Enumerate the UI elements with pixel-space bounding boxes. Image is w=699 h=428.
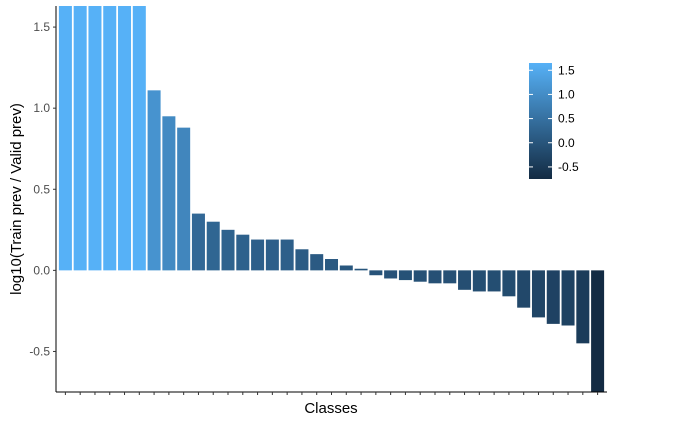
bar: [118, 6, 132, 271]
y-tick-label: 0.0: [33, 263, 50, 277]
bar: [576, 270, 590, 344]
x-ticks-layer: [64, 392, 599, 395]
y-ticks-layer: 1.5 1.0 0.5 0.0 -0.5: [29, 20, 56, 358]
bar: [487, 270, 501, 292]
bar: [162, 116, 176, 271]
y-tick-label: 1.5: [33, 20, 50, 34]
bar: [413, 270, 427, 282]
bar: [354, 268, 368, 271]
bar: [443, 270, 457, 284]
bar: [310, 254, 324, 271]
bar: [502, 270, 516, 297]
bar: [325, 259, 339, 271]
colorbar-label: 0.0: [558, 136, 575, 150]
bar: [177, 127, 191, 271]
bar: [398, 270, 412, 281]
bar: [265, 239, 279, 271]
bar: [58, 6, 72, 271]
bar: [132, 6, 146, 271]
bar: [428, 270, 442, 284]
bar: [339, 265, 353, 271]
bar: [384, 270, 398, 279]
bars-layer: [58, 6, 605, 392]
bar: [103, 6, 117, 271]
bar: [546, 270, 560, 324]
bar: [295, 249, 309, 271]
bar: [472, 270, 486, 292]
y-tick-label: -0.5: [29, 344, 50, 358]
bar: [591, 270, 605, 392]
colorbar-label: 1.0: [558, 87, 575, 101]
bar: [531, 270, 545, 318]
bar: [458, 270, 472, 290]
bar: [147, 90, 161, 271]
colorbar-legend: 1.5 1.0 0.5 0.0 -0.5: [529, 63, 579, 179]
y-tick-label: 0.5: [33, 182, 50, 196]
x-axis-title: Classes: [304, 400, 357, 417]
bar: [221, 229, 235, 271]
bar: [236, 234, 250, 271]
bar: [88, 6, 102, 271]
colorbar-label: 1.5: [558, 63, 575, 77]
bar: [561, 270, 575, 326]
bar: [517, 270, 531, 308]
colorbar: [529, 63, 552, 179]
bar: [191, 213, 205, 271]
colorbar-label: 0.5: [558, 112, 575, 126]
bar: [280, 239, 294, 271]
bar: [369, 270, 383, 276]
y-axis-title: log10(Train prev / Valid prev): [8, 103, 25, 295]
bar: [251, 239, 265, 271]
bar: [73, 6, 87, 271]
bar: [206, 221, 220, 271]
y-tick-label: 1.0: [33, 101, 50, 115]
colorbar-label: -0.5: [558, 160, 579, 174]
